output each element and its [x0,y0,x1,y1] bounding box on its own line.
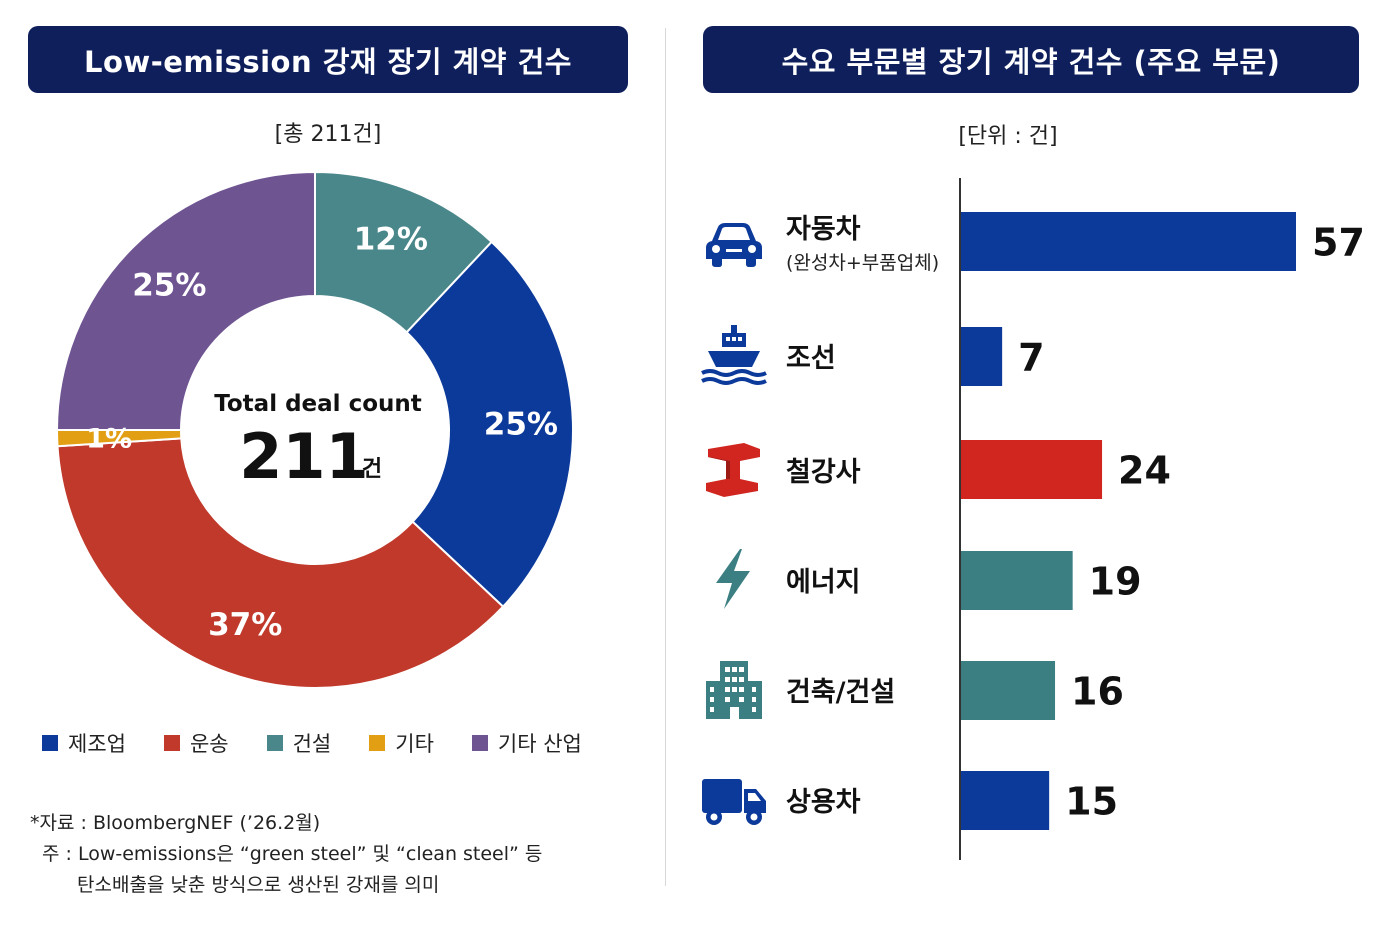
donut-hole [181,296,449,564]
legend-swatch [163,735,180,751]
bar [961,440,1103,499]
bar-value-label: 57 [1312,221,1365,265]
legend-swatch [369,735,386,751]
legend-label: 건설 [292,732,332,756]
bar-value-label: 16 [1071,670,1124,714]
legend-label: 기타 [395,732,434,756]
donut-total-label: [총 211건] [274,122,382,147]
sector-row-energy: 에너지 [700,544,955,614]
legend-item-manufacturing: 제조업 [42,728,126,758]
footnotes: *자료 : BloombergNEF (’26.2월) 주 : Low-emis… [30,808,542,901]
legend-item-transport: 운송 [163,728,229,758]
legend-swatch [42,735,58,751]
sector-row-auto: 자동차 (완성차+부품업체) [700,206,955,276]
bar-value-label: 24 [1118,449,1171,493]
sector-sublabel: (완성차+부품업체) [786,252,940,274]
truck-icon [702,779,766,825]
donut-center-title: Total deal count [214,391,422,417]
building-icon [706,661,762,719]
donut-slice [56,437,505,689]
bar [961,327,1003,386]
ship-icon [701,325,767,385]
sector-row-construction: 건축/건설 [700,654,955,724]
right-panel-header: 수요 부문별 장기 계약 건수 (주요 부문) [703,26,1359,93]
donut-center-value: 211 [239,420,368,493]
donut-slice-label: 1% [86,423,132,454]
donut-slice-label: 37% [208,607,282,643]
legend-item-other: 기타 [369,728,434,758]
legend-item-construction: 건설 [266,728,332,758]
lightning-icon [716,549,750,609]
sector-label: 상용차 [786,786,861,818]
bar-value-label: 15 [1065,780,1118,824]
sector-label: 조선 [786,342,836,374]
legend-swatch [471,735,488,751]
donut-legend: 제조업 운송 건설 기타 기타 산업 [42,728,642,758]
sector-label: 철강사 [786,456,861,488]
donut-center-unit: 건 [362,457,382,482]
bar [961,551,1073,610]
donut-chart: 12% 25% 37% 1% 25% Total deal count 211 건 [55,170,574,689]
bar-value-label: 7 [1018,336,1044,380]
donut-slice-label: 12% [354,221,428,257]
legend-label: 기타 산업 [497,732,582,756]
sector-label: 자동차 [786,214,861,245]
sector-row-steel: 철강사 [700,434,955,504]
legend-label: 제조업 [68,732,126,756]
steel-beam-icon [706,443,760,497]
legend-item-other-industry: 기타 산업 [471,728,582,758]
sector-label: 건축/건설 [786,676,896,708]
bar [961,771,1050,830]
definition-note-line1: 주 : Low-emissions은 “green steel” 및 “clea… [42,843,543,865]
donut-slice-label: 25% [484,407,558,443]
bar [961,212,1296,271]
sector-row-commercial-vehicle: 상용차 [700,764,955,834]
sector-row-shipbuilding: 조선 [700,320,955,390]
car-icon [706,223,762,267]
bar [961,661,1056,720]
legend-swatch [266,735,283,751]
definition-note-line2: 탄소배출을 낮춘 방식으로 생산된 강재를 의미 [77,874,440,896]
bar-unit-label: [단위 : 건] [958,124,1058,149]
legend-label: 운송 [189,732,229,756]
source-note: *자료 : BloombergNEF (’26.2월) [30,812,321,834]
bar-value-label: 19 [1089,560,1142,604]
sector-label: 에너지 [786,566,861,598]
donut-slice-label: 25% [132,267,206,303]
panel-divider [665,28,666,886]
left-panel-header: Low-emission 강재 장기 계약 건수 [28,26,628,93]
